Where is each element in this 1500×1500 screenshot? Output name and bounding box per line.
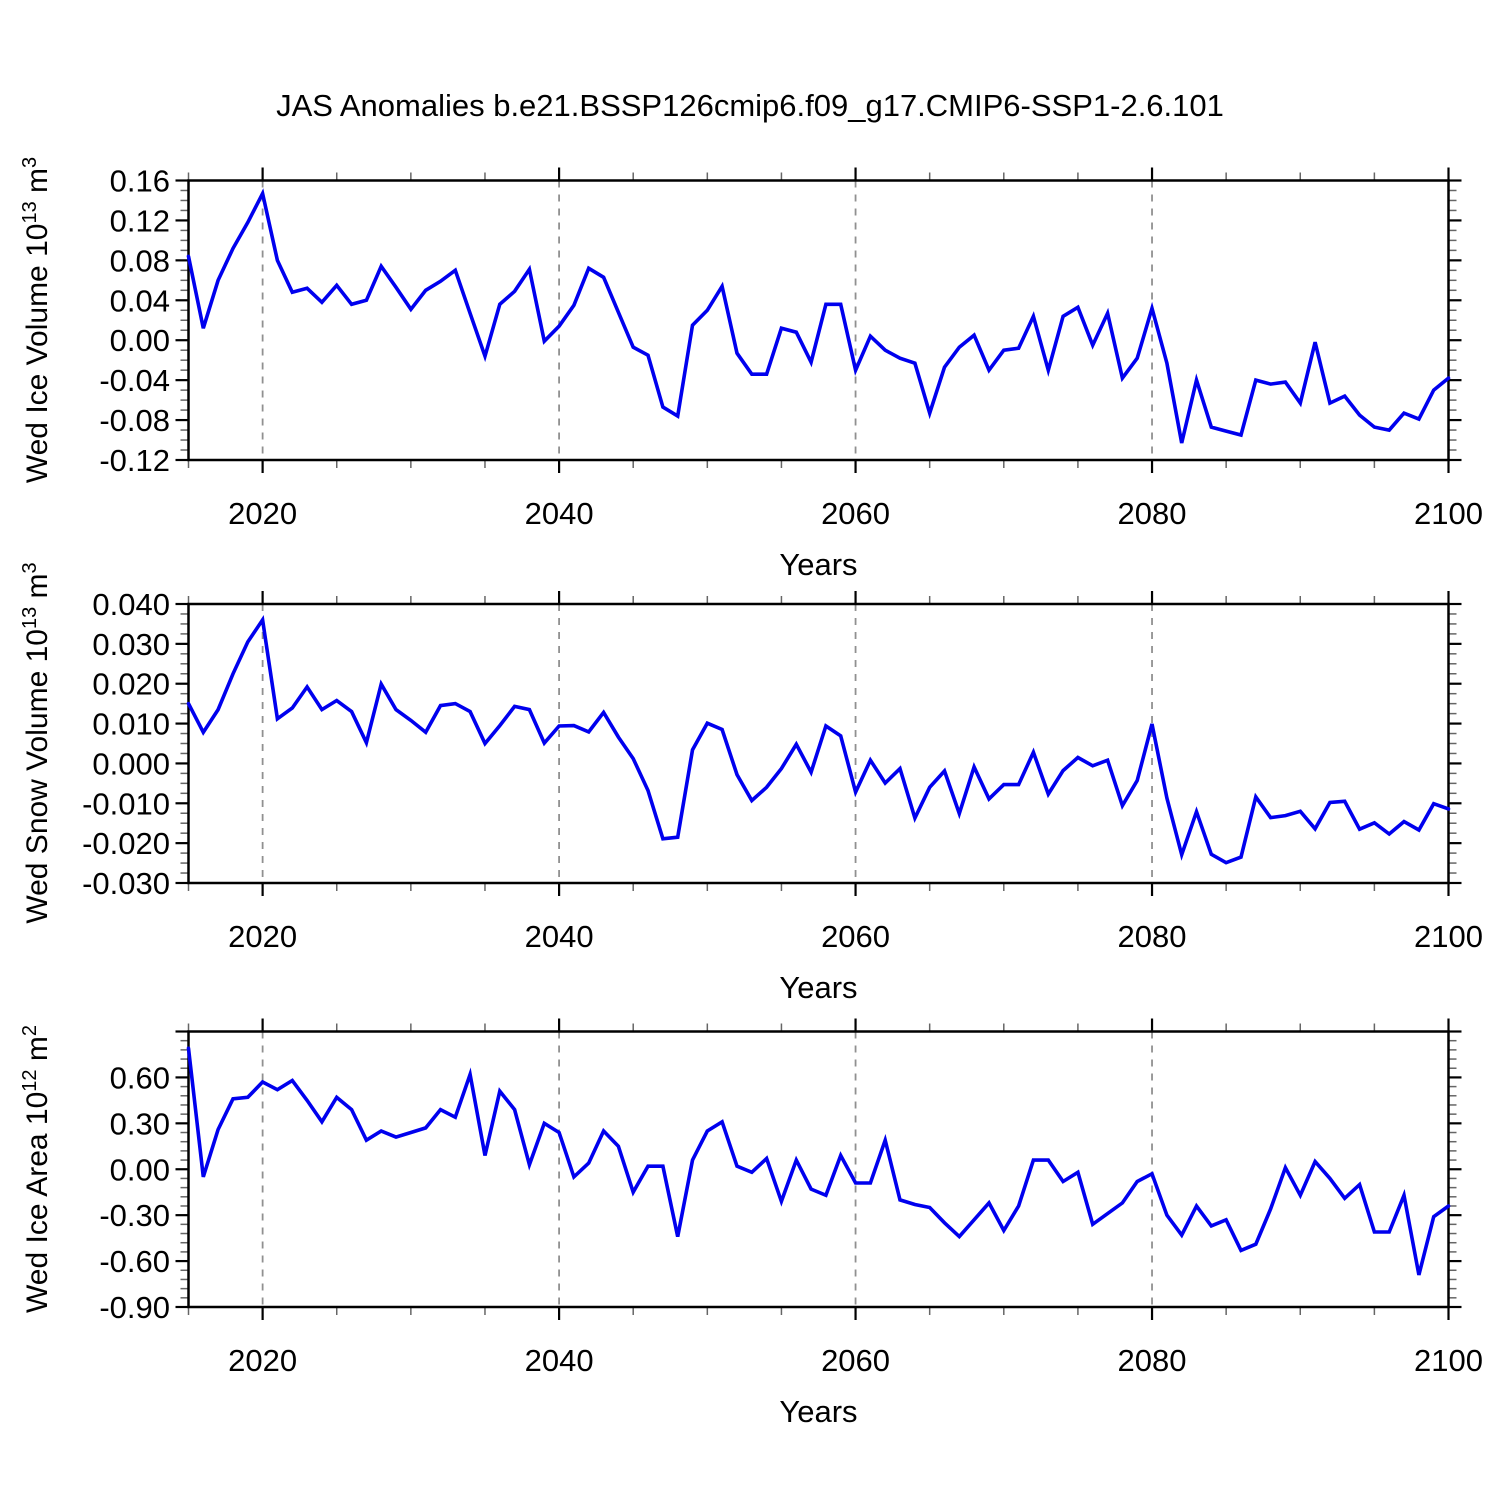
y-tick-label: 0.12 bbox=[110, 203, 170, 238]
y-tick-label: 0.16 bbox=[110, 164, 170, 199]
y-tick-label: 0.60 bbox=[110, 1060, 170, 1095]
y-tick-label: -0.030 bbox=[82, 866, 170, 901]
y-tick-label: -0.90 bbox=[99, 1290, 170, 1325]
y-tick-label: -0.60 bbox=[99, 1244, 170, 1279]
y-tick-label: 0.020 bbox=[92, 667, 170, 702]
series-wed-ice-volume bbox=[186, 188, 1451, 444]
y-axis-title-unit-exponent: 3 bbox=[19, 156, 41, 168]
y-tick-label: 0.00 bbox=[110, 1152, 170, 1187]
plot-frame bbox=[187, 1030, 1450, 1309]
series-wed-ice-area bbox=[186, 1046, 1451, 1276]
y-axis-title-unit-exponent: 2 bbox=[19, 1025, 41, 1037]
x-tick-label: 2020 bbox=[228, 1343, 297, 1378]
x-tick-label: 2040 bbox=[525, 1343, 594, 1378]
x-tick-label: 2080 bbox=[1118, 496, 1187, 531]
x-tick-label: 2080 bbox=[1118, 1343, 1187, 1378]
panel-wed-ice-area: 0.60 0.30 0.00 -0.30 -0.60 -0.90 2020 2040 2060 2… bbox=[99, 1018, 1483, 1378]
x-tick-label: 2060 bbox=[821, 1343, 890, 1378]
y-tick-label: 0.010 bbox=[92, 707, 170, 742]
x-tick-label: 2060 bbox=[821, 919, 890, 954]
x-tick-label: 2100 bbox=[1414, 919, 1483, 954]
y-tick-label: -0.010 bbox=[82, 786, 170, 821]
y-tick-label: -0.020 bbox=[82, 826, 170, 861]
y-axis-title-unit: m bbox=[21, 1036, 54, 1070]
y-tick-label: 0.040 bbox=[92, 587, 170, 622]
y-tick-label: -0.12 bbox=[99, 443, 170, 478]
plot-frame bbox=[187, 179, 1450, 462]
y-axis-title-exponent: 12 bbox=[19, 1069, 41, 1092]
y-tick-label: 0.030 bbox=[92, 627, 170, 662]
x-tick-label: 2040 bbox=[525, 496, 594, 531]
y-axis-title-unit: m bbox=[21, 167, 54, 202]
y-tick-label: 0.04 bbox=[110, 283, 170, 318]
y-axis-title-exponent: 13 bbox=[19, 201, 41, 224]
y-axis-title-exponent: 13 bbox=[19, 606, 41, 630]
y-tick-label: 0.30 bbox=[110, 1106, 170, 1141]
y-tick-label: -0.04 bbox=[99, 363, 170, 398]
x-tick-label: 2080 bbox=[1118, 919, 1187, 954]
y-tick-label: 0.000 bbox=[92, 746, 170, 781]
x-axis-label-panel-1: Years bbox=[779, 547, 858, 582]
x-tick-label: 2040 bbox=[525, 919, 594, 954]
x-axis-label-panel-2: Years bbox=[779, 970, 858, 1005]
x-tick-label: 2020 bbox=[228, 919, 297, 954]
y-tick-label: -0.08 bbox=[99, 403, 170, 438]
y-axis-title-text: Wed Ice Area 10 bbox=[21, 1091, 54, 1313]
panel-wed-snow-volume: 0.040 0.030 0.020 0.010 0.000 -0.010 -0.020 -0.… bbox=[82, 587, 1483, 954]
x-tick-label: 2060 bbox=[821, 496, 890, 531]
x-tick-label: 2020 bbox=[228, 496, 297, 531]
y-tick-label: -0.30 bbox=[99, 1198, 170, 1233]
x-tick-label: 2100 bbox=[1414, 496, 1483, 531]
y-axis-title-unit-exponent: 3 bbox=[19, 562, 41, 574]
y-axis-title-ice-area: Wed Ice Area 1012 m2 bbox=[18, 859, 58, 1479]
y-tick-label: 0.00 bbox=[110, 323, 170, 358]
plot-frame bbox=[187, 602, 1450, 885]
series-wed-snow-volume bbox=[186, 615, 1451, 865]
x-tick-label: 2100 bbox=[1414, 1343, 1483, 1378]
y-tick-label: 0.08 bbox=[110, 243, 170, 278]
x-axis-label-panel-3: Years bbox=[779, 1394, 858, 1429]
chart-title: JAS Anomalies b.e21.BSSP126cmip6.f09_g17… bbox=[276, 88, 1224, 123]
y-axis-title-unit: m bbox=[21, 573, 54, 607]
panel-wed-ice-volume: 0.16 0.12 0.08 0.04 0.00 -0.04 -0.08 -0.12 2020 2… bbox=[99, 164, 1483, 532]
